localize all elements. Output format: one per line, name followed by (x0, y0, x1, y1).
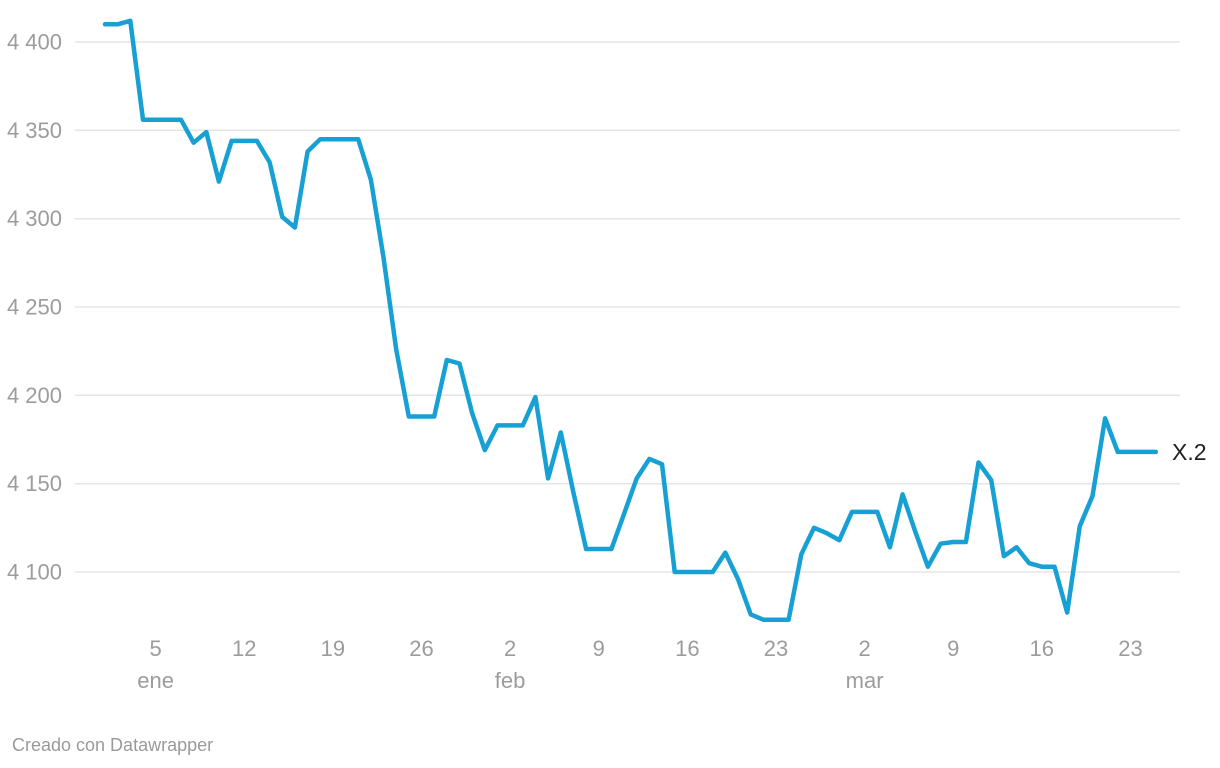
line-chart: 4 400 4 350 4 300 4 250 4 200 4 150 4 100 5 ene 1… (7, 18, 1180, 693)
x-axis-month-label: mar (846, 668, 884, 693)
x-axis-day-label: 23 (764, 636, 788, 661)
y-axis-label: 4 100 (7, 560, 62, 585)
datawrapper-credit-link[interactable]: Creado con Datawrapper (12, 735, 214, 755)
x-axis-day-label: 2 (858, 636, 870, 661)
x-axis-day-label: 19 (321, 636, 345, 661)
x-axis-day-label: 16 (1030, 636, 1054, 661)
x-axis-day-label: 2 (504, 636, 516, 661)
series-label: X.2 (1172, 439, 1207, 465)
x-axis-day-label: 9 (947, 636, 959, 661)
x-axis-month-label: feb (495, 668, 526, 693)
x-axis-day-label: 12 (232, 636, 256, 661)
y-axis-label: 4 250 (7, 295, 62, 320)
y-axis-label: 4 200 (7, 383, 62, 408)
x-axis-day-label: 5 (149, 636, 161, 661)
x-axis-day-label: 16 (675, 636, 699, 661)
series-line-x2 (102, 18, 1159, 622)
y-axis-label: 4 400 (7, 30, 62, 55)
x-axis-day-label: 9 (593, 636, 605, 661)
x-axis-day-label: 23 (1118, 636, 1142, 661)
y-axis-label: 4 300 (7, 206, 62, 231)
y-axis-label: 4 350 (7, 118, 62, 143)
y-axis-label: 4 150 (7, 471, 62, 496)
x-axis-month-label: ene (137, 668, 174, 693)
x-axis-day-label: 26 (409, 636, 433, 661)
